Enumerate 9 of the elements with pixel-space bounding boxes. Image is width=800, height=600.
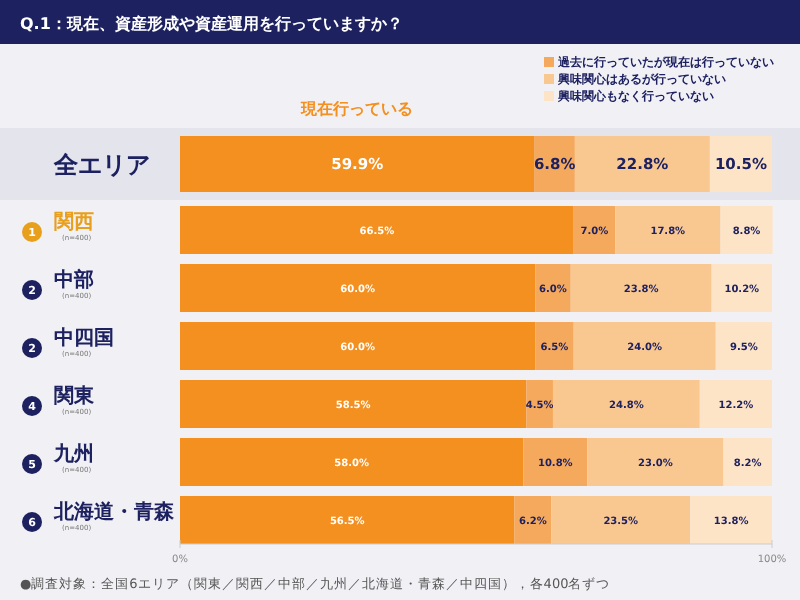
chart-title: Q.1：現在、資産形成や資産運用を行っていますか？	[20, 13, 403, 33]
y-tick-label: 北海道・青森	[52, 500, 176, 524]
y-tick-label: 関西	[54, 210, 94, 234]
series-label: 現在行っている	[299, 100, 414, 118]
y-tick-label: 関東	[54, 384, 96, 408]
y-tick-label: 中四国	[54, 326, 114, 350]
y-tick-label: 全エリア	[52, 151, 150, 179]
y-tick-label: 九州	[52, 442, 94, 466]
y-tick-label: 中部	[54, 268, 94, 292]
